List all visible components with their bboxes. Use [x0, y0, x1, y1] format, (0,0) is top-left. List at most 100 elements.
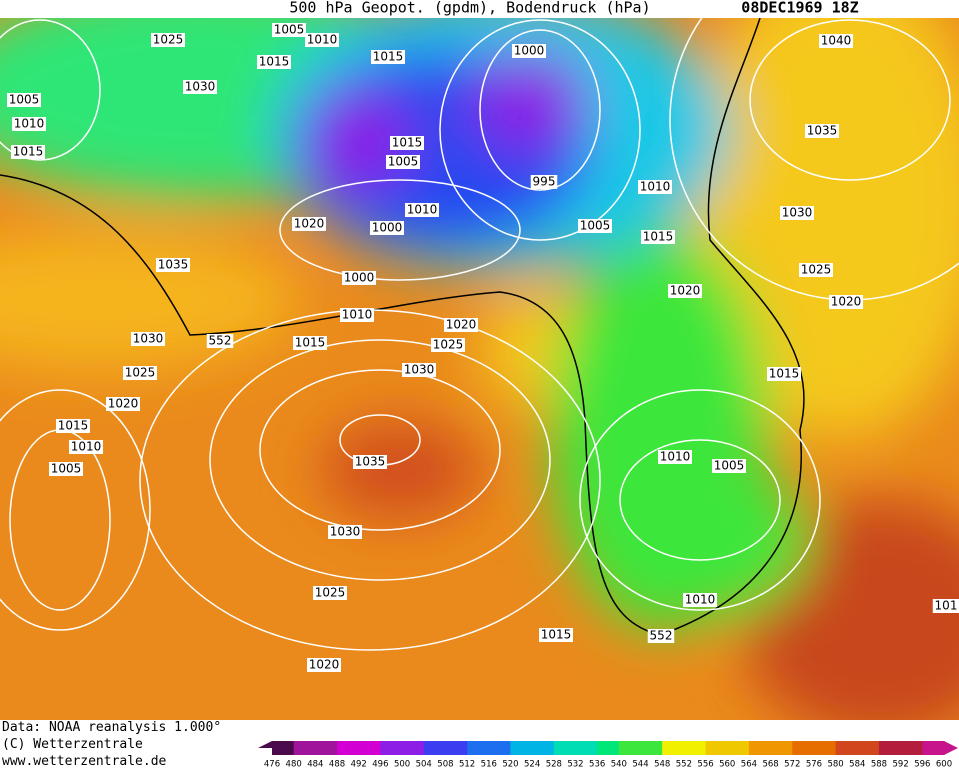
scale-label: 596	[914, 760, 930, 770]
label-box	[206, 334, 234, 348]
scale-label: 524	[524, 760, 540, 770]
label-box	[183, 80, 217, 94]
label-box	[638, 180, 672, 194]
label-box	[530, 175, 558, 189]
scale-cell	[575, 741, 598, 755]
label-box	[353, 455, 387, 469]
label-box	[370, 221, 404, 235]
isobar-label: 1030	[404, 363, 435, 377]
isobar-label: 1005	[9, 93, 40, 107]
isobar-label: 1015	[541, 628, 572, 642]
isobar-label: 1020	[108, 397, 139, 411]
scale-label: 600	[936, 760, 952, 770]
label-box	[799, 263, 833, 277]
scale-label: 576	[806, 760, 822, 770]
scale-label: 564	[741, 760, 757, 770]
isobar-label: 1035	[807, 124, 838, 138]
scale-cell	[748, 741, 772, 755]
scale-label: 508	[437, 760, 453, 770]
scale-cell	[488, 741, 511, 755]
scale-cell	[467, 741, 490, 755]
label-box	[292, 217, 326, 231]
label-box	[386, 155, 420, 169]
isobar-label: 1010	[640, 180, 671, 194]
scale-label: 572	[784, 760, 800, 770]
scale-cell	[510, 741, 533, 755]
label-box	[342, 271, 376, 285]
scale-cell	[553, 741, 576, 755]
map-title: 500 hPa Geopot. (gpdm), Bodendruck (hPa)	[289, 0, 650, 17]
isobar-label: 1015	[295, 336, 326, 350]
scale-cell	[792, 741, 815, 755]
isobar-label: 1020	[670, 284, 701, 298]
isobar-label: 101	[935, 599, 958, 613]
label-box	[313, 586, 347, 600]
footer-text: Data: NOAA reanalysis 1.000°	[2, 720, 221, 735]
label-box	[668, 284, 702, 298]
scale-end	[258, 741, 272, 755]
scale-cell	[922, 741, 945, 755]
isobar-label: 1010	[14, 117, 45, 131]
label-box	[307, 658, 341, 672]
label-box	[641, 230, 675, 244]
isobar-label: 1015	[259, 55, 290, 69]
label-box	[819, 34, 853, 48]
footer-text: www.wetterzentrale.de	[2, 754, 167, 769]
label-box	[340, 308, 374, 322]
isobar-label: 1040	[821, 34, 852, 48]
label-box	[151, 33, 185, 47]
field	[0, 18, 959, 720]
scale-label: 560	[719, 760, 735, 770]
label-box	[405, 203, 439, 217]
scale-label: 488	[329, 760, 345, 770]
label-box	[932, 599, 959, 613]
isobar-label: 1005	[51, 462, 82, 476]
isobar-label: 1000	[372, 221, 403, 235]
isobar-label: 1025	[125, 366, 156, 380]
label-box	[767, 367, 801, 381]
isobar-label: 1005	[388, 155, 419, 169]
isobar-label: 1025	[801, 263, 832, 277]
scale-cell	[293, 741, 316, 755]
scale-cell	[272, 741, 295, 755]
isobar-label: 1010	[407, 203, 438, 217]
scale-cell	[618, 741, 642, 755]
label-box	[805, 124, 839, 138]
scale-label: 552	[676, 760, 692, 770]
isobar-label: 1015	[392, 136, 423, 150]
label-box	[49, 462, 83, 476]
scale-label: 496	[372, 760, 388, 770]
scale-label: 532	[567, 760, 583, 770]
scale-label: 520	[502, 760, 518, 770]
scale-cell	[770, 741, 793, 755]
isobar-label: 1015	[58, 419, 89, 433]
scale-label: 568	[762, 760, 778, 770]
isobar-label: 1010	[660, 450, 691, 464]
scale-cell	[813, 741, 837, 755]
label-box	[123, 366, 157, 380]
isobar-label: 995	[533, 175, 556, 189]
scale-label: 540	[611, 760, 627, 770]
isobar-label: 1010	[307, 33, 338, 47]
isobar-label: 1035	[158, 258, 189, 272]
isobar-label: 1015	[769, 367, 800, 381]
label-box	[390, 136, 424, 150]
map-date: 08DEC1969 18Z	[741, 0, 858, 17]
footer-text: (C) Wetterzentrale	[2, 737, 143, 752]
scale-label: 504	[416, 760, 432, 770]
isobar-label: 552	[650, 629, 673, 643]
isobar-label: 1025	[315, 586, 346, 600]
scale-label: 500	[394, 760, 410, 770]
isobar-label: 1015	[373, 50, 404, 64]
scale-cell	[857, 741, 880, 755]
label-box	[11, 145, 45, 159]
label-box	[512, 44, 546, 58]
scale-label: 544	[632, 760, 648, 770]
scale-label: 548	[654, 760, 670, 770]
scale-label: 516	[481, 760, 497, 770]
label-box	[293, 336, 327, 350]
label-box	[647, 629, 675, 643]
label-box	[712, 459, 746, 473]
isobar-label: 1010	[342, 308, 373, 322]
label-box	[7, 93, 41, 107]
